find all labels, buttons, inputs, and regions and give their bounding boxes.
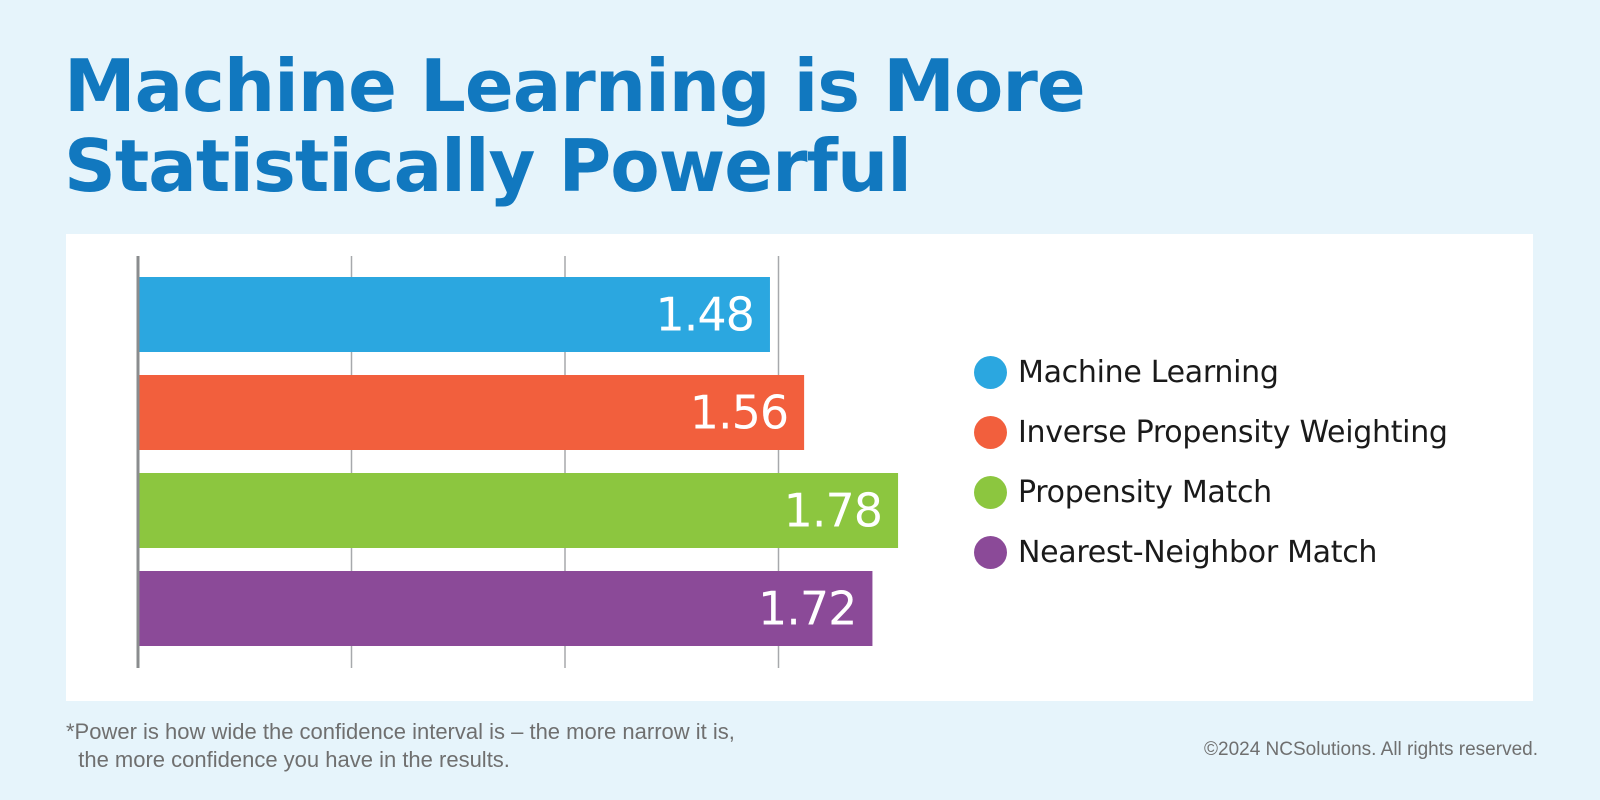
bar-value-label: 1.48 bbox=[656, 288, 754, 342]
bar-value-label: 1.56 bbox=[690, 386, 788, 440]
chart-panel: 1.48 1.56 1.78 1.72 Machine Learning Inverse… bbox=[66, 234, 1533, 701]
legend-swatch bbox=[974, 355, 1007, 389]
page-title: Machine Learning is More Statistically P… bbox=[64, 46, 1264, 206]
legend-label: Inverse Propensity Weighting bbox=[1018, 414, 1448, 450]
footnote-line-1: *Power is how wide the confidence interv… bbox=[66, 719, 735, 744]
footnote-line-2: the more confidence you have in the resu… bbox=[66, 747, 510, 772]
bar-chart: 1.48 1.56 1.78 1.72 bbox=[136, 256, 899, 668]
bar-2 bbox=[138, 375, 805, 450]
legend-item: Machine Learning bbox=[974, 342, 1448, 402]
copyright-notice: ©2024 NCSolutions. All rights reserved. bbox=[1204, 739, 1538, 760]
legend-item: Propensity Match bbox=[974, 462, 1448, 522]
chart-legend: Machine Learning Inverse Propensity Weigh… bbox=[974, 342, 1448, 582]
footnote: *Power is how wide the confidence interv… bbox=[66, 718, 735, 774]
bar-3 bbox=[138, 473, 899, 548]
legend-label: Machine Learning bbox=[1018, 354, 1279, 390]
legend-item: Inverse Propensity Weighting bbox=[974, 402, 1448, 462]
bar-value-label: 1.78 bbox=[784, 484, 882, 538]
title-line-1: Machine Learning is More bbox=[64, 44, 1086, 128]
bar-4 bbox=[138, 571, 873, 646]
bar-value-label: 1.72 bbox=[758, 582, 856, 636]
legend-item: Nearest-Neighbor Match bbox=[974, 522, 1448, 582]
legend-label: Propensity Match bbox=[1018, 474, 1272, 510]
legend-swatch bbox=[974, 535, 1007, 569]
bar-1 bbox=[138, 277, 770, 352]
title-line-2: Statistically Powerful bbox=[64, 124, 912, 208]
legend-label: Nearest-Neighbor Match bbox=[1018, 534, 1378, 570]
legend-swatch bbox=[974, 415, 1007, 449]
legend-swatch bbox=[974, 475, 1007, 509]
